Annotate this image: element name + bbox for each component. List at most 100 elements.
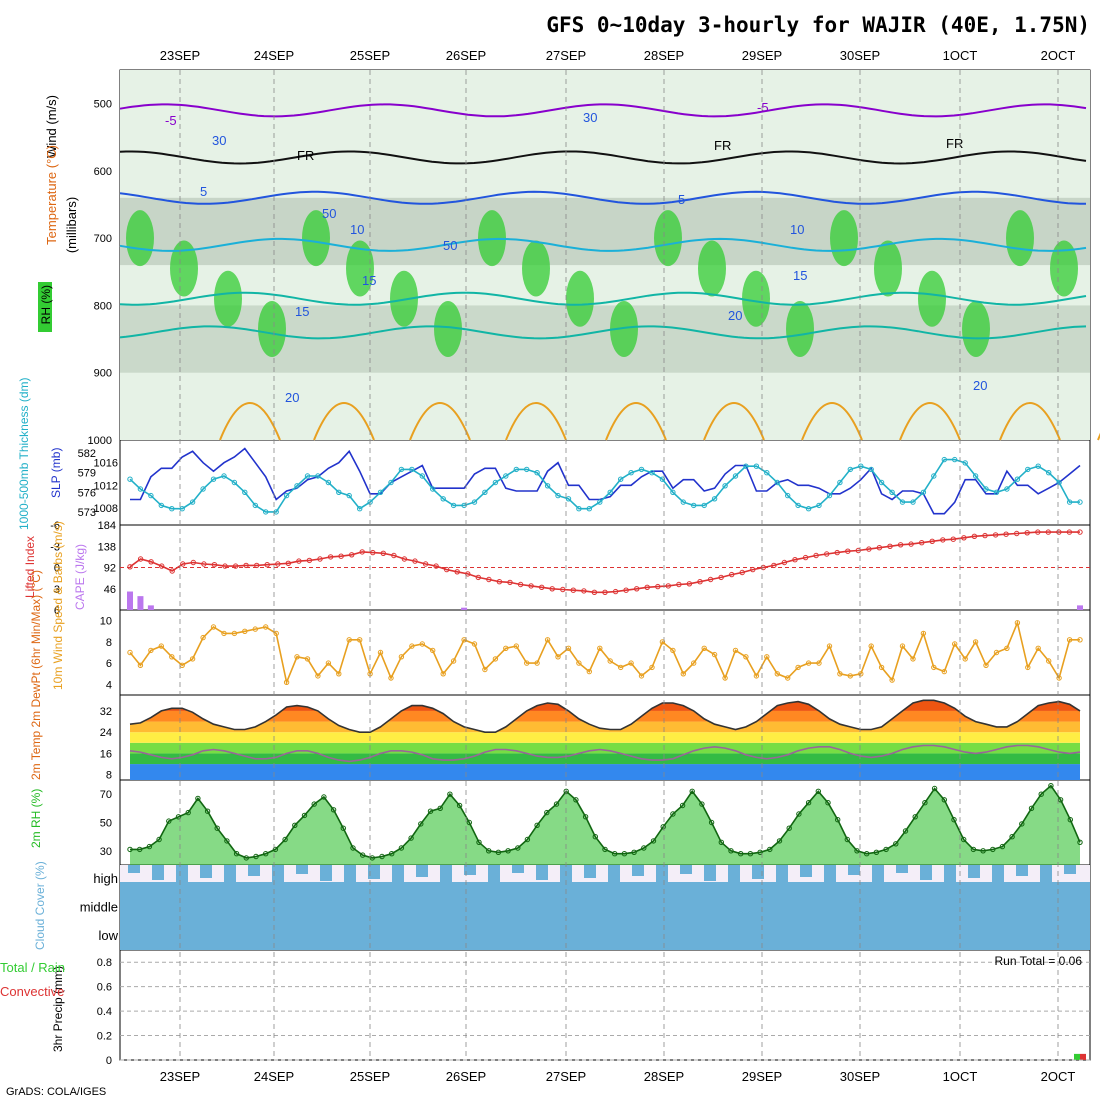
thickness-point [889, 489, 895, 495]
contour-label: 10 [790, 222, 804, 237]
thickness-point [294, 483, 300, 489]
rh2m-point [195, 795, 201, 802]
wind-speed-point [1066, 637, 1073, 643]
lifted-index-point [465, 571, 471, 577]
thickness-line [129, 458, 1080, 513]
lifted-index-point [876, 545, 883, 551]
contour-label: 30 [212, 133, 226, 148]
wind-speed-point [1056, 675, 1062, 681]
y-tick-left: 582 [78, 448, 96, 460]
cloud-high-bar [680, 865, 692, 874]
thickness-point [1014, 476, 1021, 482]
wind-speed-point [325, 660, 332, 666]
isotherm--5 [119, 103, 1087, 118]
cloud-high-bar [320, 865, 332, 881]
thickness-point [993, 489, 1000, 495]
wind-speed-point [1014, 620, 1021, 626]
y-tick-label: 30 [100, 846, 112, 858]
wind-speed-point [785, 675, 791, 681]
thickness-point [628, 470, 634, 476]
y-tick-right: 184 [98, 520, 116, 532]
cloud-level-label: high [93, 871, 118, 886]
rh2m-point [204, 808, 211, 814]
ylabel-rh: RH (%) [39, 285, 53, 324]
thickness-point [471, 499, 478, 505]
wind-speed-point [231, 630, 238, 637]
temp-band [130, 742, 1080, 754]
date-label-bottom: 2OCT [1041, 1069, 1076, 1084]
contour-label: 10 [350, 222, 364, 237]
thickness-point [670, 489, 676, 495]
thickness-point [722, 483, 728, 489]
isotherm-20 [119, 325, 1087, 340]
wind-speed-point [847, 673, 853, 679]
isotherm-arc [999, 402, 1061, 441]
wind-speed-point [816, 660, 822, 666]
lifted-index-point [929, 538, 935, 544]
lifted-index-point [634, 586, 640, 592]
lifted-index-point [211, 562, 218, 568]
rh2m-point [408, 835, 414, 841]
thickness-point [231, 479, 238, 486]
cloud-high-bar [488, 865, 500, 882]
thickness-point [440, 496, 446, 502]
lifted-index-point [349, 552, 355, 558]
wind-speed-point [492, 656, 499, 662]
lifted-index-point [1045, 529, 1052, 535]
lifted-index-point [813, 552, 819, 559]
cloud-high-bar [992, 865, 1004, 885]
rh2m-point [582, 814, 589, 820]
rh2m-point [980, 848, 986, 854]
rh2m-point [146, 843, 153, 850]
rh-blob [346, 240, 374, 297]
thickness-point [158, 502, 165, 509]
rh-blob [786, 301, 814, 357]
rh2m-point [427, 808, 434, 814]
wind-speed-point [304, 656, 311, 662]
thickness-point [586, 506, 592, 512]
thickness-point [565, 496, 572, 502]
lifted-index-point [232, 563, 239, 569]
lifted-index-point [1014, 530, 1020, 537]
date-label-top: 1OCT [943, 48, 978, 63]
wind-speed-point [137, 662, 144, 668]
wind-speed-point [1046, 658, 1052, 664]
thickness-point [910, 499, 916, 505]
cape-bar [147, 605, 154, 610]
wind-speed-point [127, 649, 133, 656]
wind-speed-point [962, 656, 968, 662]
thickness-point [878, 479, 885, 486]
rh-blob [1006, 210, 1034, 267]
cloud-level-label: low [98, 928, 118, 943]
lifted-index-point [834, 549, 840, 556]
thickness-point [534, 470, 540, 476]
contour-label: 30 [583, 110, 597, 125]
thickness-point [1004, 486, 1010, 492]
y-tick-label: 900 [94, 368, 112, 380]
rh2m-point [650, 838, 657, 844]
panel-frame [119, 949, 1091, 1061]
rh2m-point [263, 851, 269, 857]
lifted-index-point [444, 566, 450, 573]
thickness-point [743, 463, 749, 469]
rh2m-line [130, 784, 1081, 859]
y-tick-left: -6 [50, 520, 60, 532]
lifted-index-point [528, 583, 534, 589]
lifted-index-point [1003, 531, 1009, 537]
cape-bar [1077, 605, 1083, 610]
rh2m-point [835, 817, 841, 823]
temp-band [130, 721, 1080, 733]
rh2m-point [330, 807, 337, 813]
wind-speed-point [638, 673, 645, 679]
wind-speed-point [764, 654, 770, 660]
temp-band [130, 753, 1080, 765]
rh2m-point [389, 851, 395, 857]
thickness-point [179, 506, 185, 512]
contour-label: 5 [200, 184, 207, 199]
rh-blob [1050, 240, 1078, 297]
wind-speed-point [858, 671, 864, 677]
y-tick-right: 46 [104, 584, 116, 596]
rh2m-point [612, 851, 618, 857]
isotherm-FR [119, 150, 1087, 165]
cloud-high-bar [968, 865, 980, 878]
